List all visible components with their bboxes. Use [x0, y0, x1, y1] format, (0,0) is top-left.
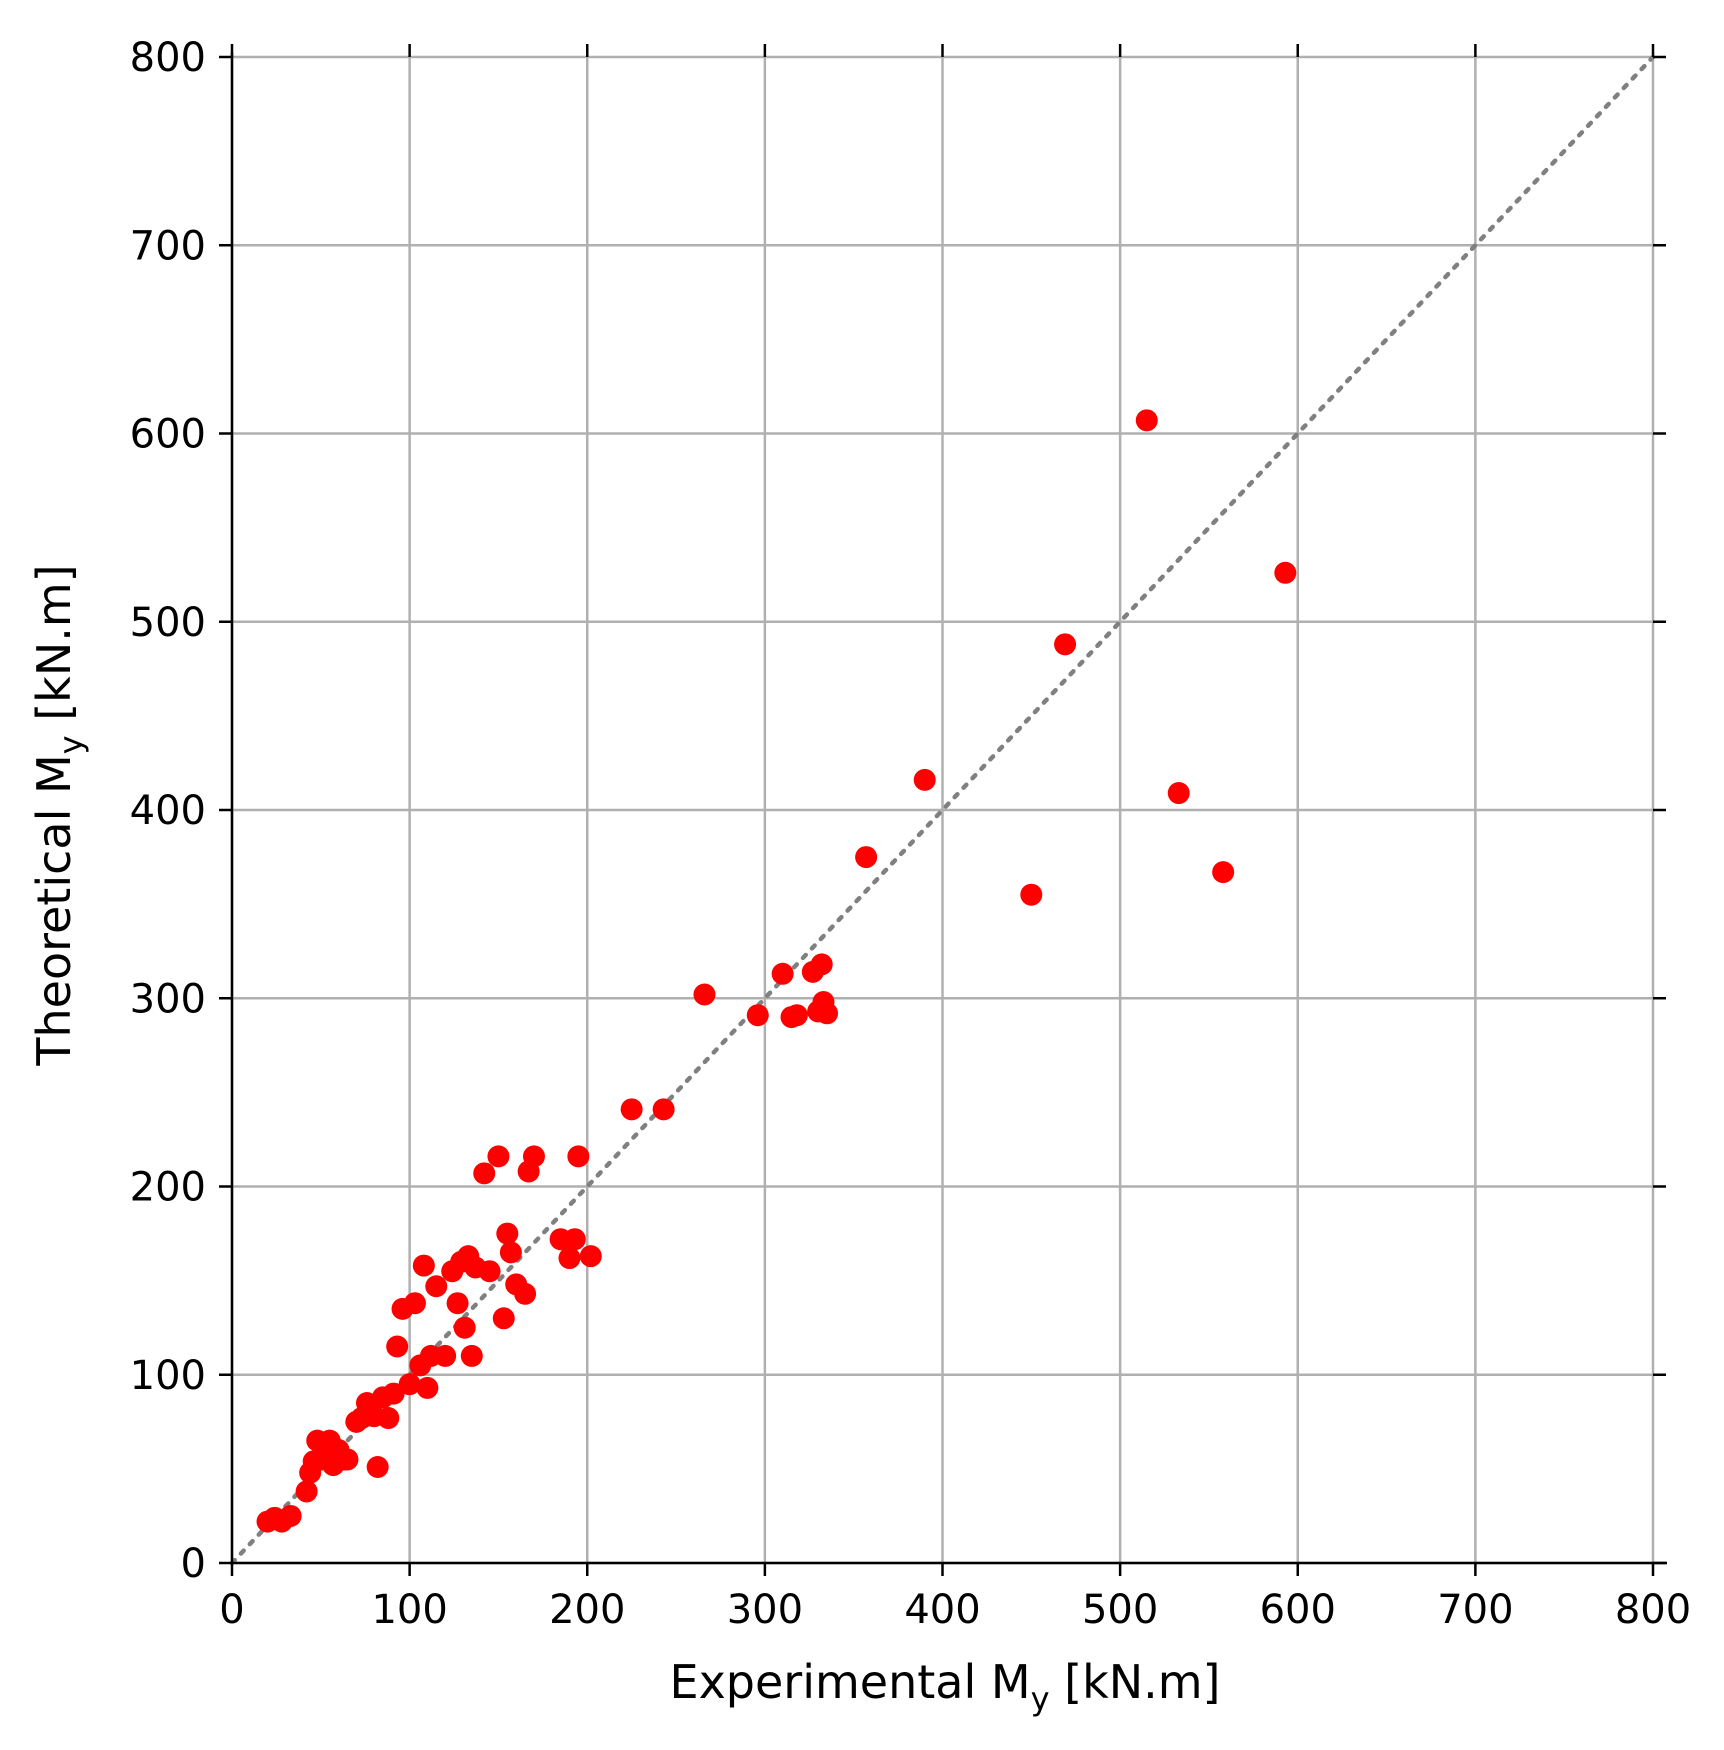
- data-point: [558, 1247, 581, 1270]
- data-point: [336, 1448, 359, 1471]
- data-point: [478, 1260, 501, 1283]
- x-tick-label: 800: [1615, 1587, 1691, 1633]
- x-tick-label: 500: [1082, 1587, 1158, 1633]
- data-point: [460, 1344, 483, 1367]
- data-point: [620, 1098, 643, 1121]
- data-point: [1020, 883, 1043, 906]
- data-point: [579, 1245, 602, 1268]
- data-point: [1212, 861, 1235, 884]
- x-tick-label: 200: [549, 1587, 625, 1633]
- y-tick-label: 800: [130, 35, 206, 81]
- y-tick-label: 300: [130, 976, 206, 1022]
- data-point: [403, 1292, 426, 1315]
- data-point: [514, 1282, 537, 1305]
- data-point: [446, 1292, 469, 1315]
- data-point: [416, 1376, 439, 1399]
- data-point: [652, 1098, 675, 1121]
- data-point: [746, 1004, 769, 1027]
- x-tick-label: 100: [371, 1587, 447, 1633]
- y-tick-label: 100: [130, 1353, 206, 1399]
- y-tick-label: 400: [130, 788, 206, 834]
- axes-layer: [230, 53, 1667, 1565]
- y-tick-label: 200: [130, 1165, 206, 1211]
- data-point: [366, 1455, 389, 1478]
- x-tick-label: 0: [219, 1587, 244, 1633]
- data-point: [492, 1307, 515, 1330]
- data-point: [398, 1373, 421, 1396]
- data-point: [386, 1335, 409, 1358]
- y-tick-label: 600: [130, 412, 206, 458]
- data-point: [785, 1004, 808, 1027]
- x-axis-label: Experimental My [kN.m]: [670, 1655, 1221, 1718]
- x-tick-label: 700: [1437, 1587, 1513, 1633]
- data-point: [567, 1145, 590, 1168]
- data-point: [425, 1275, 448, 1298]
- data-point: [522, 1145, 545, 1168]
- data-point: [473, 1162, 496, 1185]
- data-point: [913, 768, 936, 791]
- data-point: [434, 1344, 457, 1367]
- data-point: [295, 1480, 318, 1503]
- data-point: [563, 1228, 586, 1251]
- data-point: [1167, 782, 1190, 805]
- data-point: [810, 953, 833, 976]
- data-point: [412, 1254, 435, 1277]
- data-point: [382, 1382, 405, 1405]
- data-point: [816, 1002, 839, 1025]
- data-point: [771, 962, 794, 985]
- data-point: [1054, 633, 1077, 656]
- y-tick-label: 0: [181, 1541, 206, 1587]
- data-points-layer: [256, 409, 1297, 1533]
- data-point: [855, 846, 878, 869]
- data-point: [377, 1407, 400, 1430]
- data-point: [279, 1504, 302, 1527]
- data-point: [1135, 409, 1158, 432]
- tick-layer: 0 100 200 300 400 500 600 700 800 0 100 200 300 400 50…: [130, 35, 1692, 1633]
- x-tick-label: 300: [727, 1587, 803, 1633]
- x-tick-label: 600: [1260, 1587, 1336, 1633]
- y-tick-label: 700: [130, 223, 206, 269]
- data-point: [693, 983, 716, 1006]
- data-point: [496, 1222, 519, 1245]
- data-point: [453, 1316, 476, 1339]
- y-tick-label: 500: [130, 600, 206, 646]
- data-point: [499, 1241, 522, 1264]
- data-point: [487, 1145, 510, 1168]
- x-tick-label: 400: [904, 1587, 980, 1633]
- data-point: [1274, 561, 1297, 584]
- y-axis-label: Theoretical My [kN.m]: [27, 564, 90, 1066]
